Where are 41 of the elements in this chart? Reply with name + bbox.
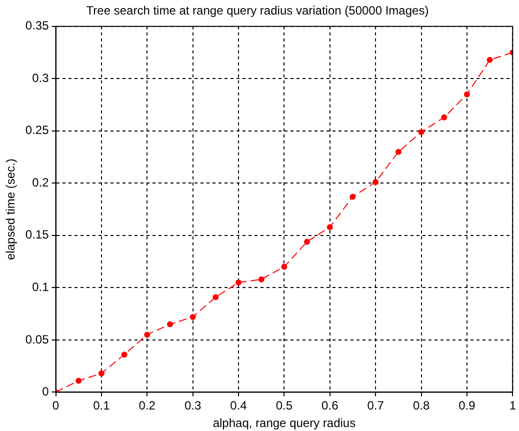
point: [236, 279, 242, 286]
y-tick-label: 0.3: [32, 70, 50, 85]
point: [350, 194, 356, 200]
x-tick-label: 0.1: [93, 398, 110, 413]
point: [486, 56, 493, 63]
point: [372, 179, 379, 186]
point: [304, 238, 310, 245]
chart-title: Tree search time at range query radius variation (50000 Images): [86, 4, 429, 18]
x-tick-label: 0.4: [230, 398, 248, 413]
y-axis-title: elapsed time (sec.): [4, 158, 18, 260]
x-axis-title: alphaq, range query radius: [212, 416, 356, 430]
x-tick-label: 0.6: [322, 398, 339, 413]
point: [121, 352, 128, 358]
x-tick-label: 0.9: [458, 398, 476, 413]
x-tick-label: 0.3: [184, 398, 202, 413]
x-tick-label: 1: [509, 398, 516, 413]
y-tick-label: 0.15: [25, 228, 50, 242]
y-tick-label: 0: [42, 384, 50, 399]
point: [76, 378, 82, 384]
x-tick-label: 0.8: [412, 398, 430, 413]
y-tick-label: 0.35: [25, 18, 50, 33]
y-tick-label: 0.25: [25, 123, 50, 138]
point: [144, 332, 150, 338]
point: [166, 321, 173, 328]
point: [395, 148, 402, 155]
point: [441, 114, 448, 120]
point: [281, 264, 288, 270]
y-tick-label: 0.1: [32, 280, 50, 294]
y-tick-label: 0.05: [25, 332, 50, 346]
point: [190, 314, 196, 320]
point: [212, 294, 219, 300]
point: [326, 224, 333, 230]
x-tick-label: 0.5: [276, 398, 293, 413]
x-tick-label: 0.7: [367, 398, 384, 413]
x-tick-label: 0.2: [138, 398, 156, 413]
x-tick-label: 0: [52, 398, 60, 413]
point: [418, 128, 424, 135]
point: [464, 91, 470, 98]
y-tick-label: 0.2: [32, 175, 50, 190]
point: [258, 276, 264, 282]
point: [98, 370, 104, 376]
